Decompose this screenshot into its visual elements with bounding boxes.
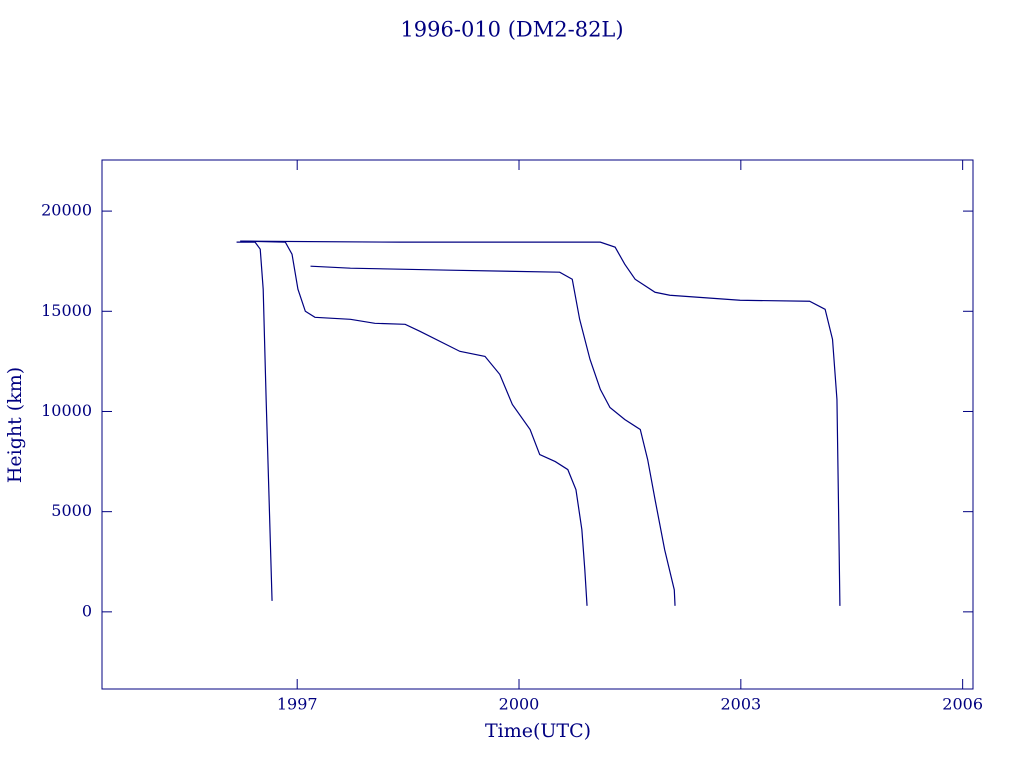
x-axis-label: Time(UTC) <box>485 720 591 742</box>
data-line <box>310 265 676 606</box>
data-line <box>240 240 841 606</box>
x-tick-label: 2000 <box>499 695 540 714</box>
plot-frame <box>101 159 974 690</box>
y-tick-label: 10000 <box>41 401 92 420</box>
data-line <box>240 240 588 606</box>
x-tick-label: 1997 <box>277 695 318 714</box>
y-axis-label: Height (km) <box>4 367 26 483</box>
chart-title: 1996-010 (DM2-82L) <box>400 18 623 42</box>
x-tick-label: 2003 <box>720 695 761 714</box>
y-tick-label: 20000 <box>41 201 92 220</box>
y-tick-label: 0 <box>82 601 92 620</box>
data-line <box>236 241 273 601</box>
y-tick-label: 5000 <box>51 501 92 520</box>
y-tick-label: 15000 <box>41 301 92 320</box>
x-tick-label: 2006 <box>942 695 983 714</box>
